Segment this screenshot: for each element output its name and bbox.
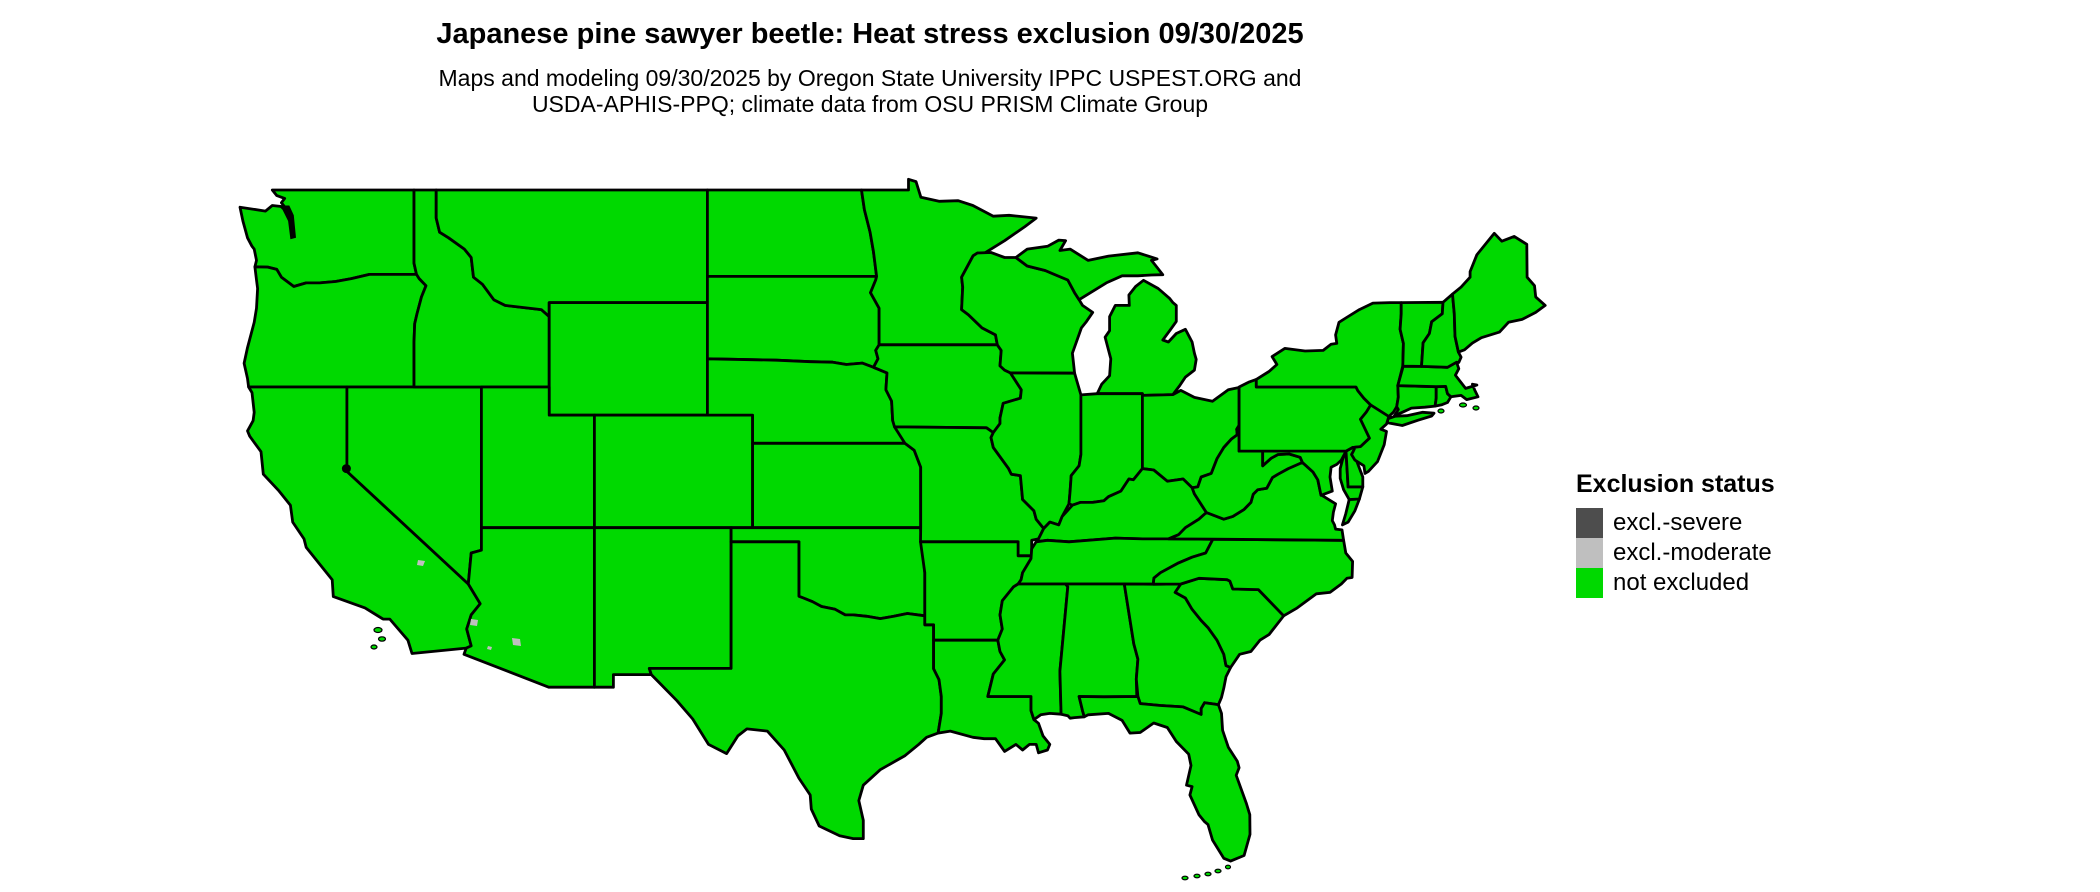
heat-stress-moderate-speck [487,646,492,650]
island [1437,408,1445,414]
legend-title: Exclusion status [1576,470,1775,498]
lake-tahoe-water [341,464,351,474]
heat-stress-moderate-speck [417,560,425,566]
legend: Exclusion status excl.-severe excl.-mode… [1576,470,1775,598]
island [370,644,378,650]
state-ks: Kansas: not excluded [751,441,923,530]
state-nd: North Dakota: not excluded [706,188,878,278]
state-mi: Michigan: not excluded [1014,238,1198,397]
state-ct: Connecticut: not excluded [1393,384,1438,418]
legend-row-moderate: excl.-moderate [1576,538,1775,568]
state-pa: Pennsylvania: not excluded [1237,378,1373,453]
island [1193,873,1201,879]
legend-swatch-not-excluded [1576,568,1603,598]
subtitle-line-1: Maps and modeling 09/30/2025 by Oregon S… [438,65,1302,91]
state-nc: North Carolina: not excluded [1151,537,1354,618]
island [1472,405,1480,411]
legend-label-severe: excl.-severe [1613,509,1743,536]
state-nj: New Jersey: not excluded [1350,403,1391,475]
subtitle-line-2: USDA-APHIS-PPQ; climate data from OSU PR… [531,91,1209,117]
state-or: Oregon: not excluded [242,265,428,389]
state-co: Colorado: not excluded [593,413,754,530]
state-me: Maine: not excluded [1451,231,1547,354]
island [1214,868,1222,874]
puget-sound-water [278,205,296,240]
heat-stress-moderate-speck [512,638,521,646]
island [373,626,383,634]
page-title: Japanese pine sawyer beetle: Heat stress… [436,18,1304,50]
legend-label-not-excluded: not excluded [1613,569,1750,596]
state-sd: South Dakota: not excluded [706,275,881,369]
legend-swatch-severe [1576,508,1603,538]
legend-label-moderate: excl.-moderate [1613,539,1772,566]
island [1224,864,1232,870]
legend-row-not-excluded: not excluded [1576,568,1775,598]
state-az: Arizona: not excluded [462,526,596,689]
heat-stress-moderate-speck [470,619,478,626]
island [1204,871,1212,877]
state-tx: Texas: not excluded [647,540,943,840]
island [377,636,387,642]
legend-row-severe: excl.-severe [1576,508,1775,538]
legend-swatch-moderate [1576,538,1603,568]
state-fl: Florida: not excluded [1077,695,1252,863]
island [1181,875,1189,881]
island [1458,402,1468,408]
state-nm: New Mexico: not excluded [593,526,733,689]
figure-header: Japanese pine sawyer beetle: Heat stress… [0,18,1740,117]
state-wy: Wyoming: not excluded [547,301,709,417]
